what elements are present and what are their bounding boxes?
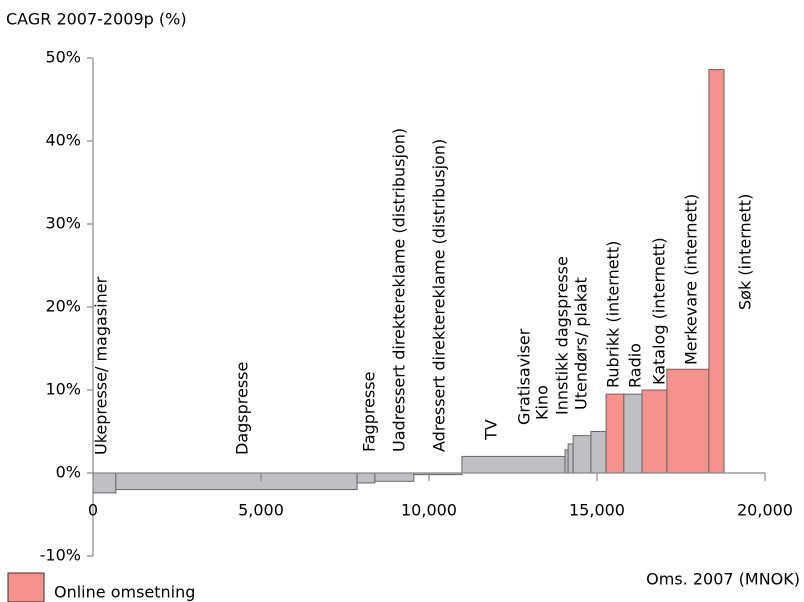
bar	[461, 455, 566, 474]
bar	[590, 431, 607, 474]
category-label: Ukepresse/ magasiner	[92, 276, 111, 455]
category-label: Utendørs/ plakat	[572, 277, 591, 410]
bar	[623, 393, 643, 474]
y-tick-label: 0%	[56, 463, 81, 482]
y-tick-label: 10%	[45, 380, 81, 399]
category-label: TV	[482, 419, 501, 441]
bar	[374, 472, 415, 482]
category-label: Radio	[626, 343, 645, 388]
y-tick-label: 50%	[45, 48, 81, 67]
y-tick-label: -10%	[40, 546, 81, 565]
bar	[572, 435, 592, 474]
legend-label: Online omsetning	[54, 583, 195, 602]
bar	[567, 443, 574, 474]
category-label: Rubrikk (internett)	[604, 241, 623, 388]
x-axis-label: Oms. 2007 (MNOK)	[646, 570, 800, 589]
x-tick-label: 15,000	[569, 501, 625, 520]
bar	[641, 389, 668, 474]
category-label: Kino	[533, 385, 552, 420]
category-label: Søk (internett)	[736, 194, 755, 310]
y-tick-label: 30%	[45, 214, 81, 233]
chart-title: CAGR 2007-2009p (%)	[6, 10, 187, 29]
legend-swatch	[7, 572, 45, 602]
category-label: Gratisaviser	[515, 328, 534, 425]
x-tick-label: 20,000	[737, 501, 793, 520]
x-tick-label: 0	[88, 501, 98, 520]
bar	[115, 472, 358, 491]
bar	[708, 69, 725, 474]
x-tick-label: 10,000	[401, 501, 457, 520]
x-tick-label: 5,000	[238, 501, 284, 520]
category-label: Dagspresse	[233, 362, 252, 455]
category-label: Katalog (internett)	[650, 237, 669, 385]
category-label: Fagpresse	[360, 372, 379, 452]
y-tick-label: 20%	[45, 297, 81, 316]
category-label: Uadressert direktereklame (distribusjon)	[390, 128, 409, 452]
y-tick-label: 40%	[45, 131, 81, 150]
category-label: Adressert direktereklame (distribusjon)	[430, 139, 449, 452]
bar	[605, 393, 625, 474]
bar	[356, 472, 376, 484]
bar	[92, 472, 117, 494]
category-label: Merkevare (internett)	[682, 194, 701, 365]
category-label: Innstikk dagspresse	[553, 256, 572, 415]
bar	[666, 368, 710, 474]
